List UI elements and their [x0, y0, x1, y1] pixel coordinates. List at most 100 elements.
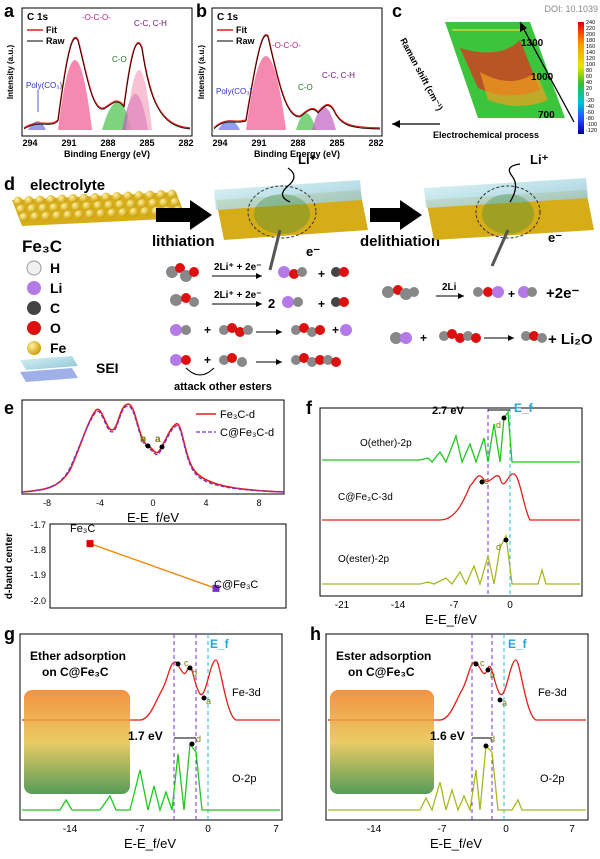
- raman-xlabel: Electrochemical process: [433, 130, 539, 140]
- svg-text:2: 2: [268, 296, 275, 311]
- svg-text:80: 80: [586, 68, 592, 74]
- panel-g-dos: g Ether adsorption on C@Fe₃C E_f Fe-3d c…: [4, 624, 283, 851]
- svg-text:+: +: [204, 323, 211, 337]
- svg-text:1.6 eV: 1.6 eV: [430, 729, 465, 743]
- svg-text:+: +: [318, 267, 325, 281]
- svg-text:C-O: C-O: [298, 83, 313, 92]
- svg-text:b: b: [140, 434, 146, 445]
- svg-text:200: 200: [586, 32, 595, 38]
- svg-text:c: c: [480, 658, 485, 668]
- panel-label-d: d: [4, 174, 15, 194]
- svg-text:O-2p: O-2p: [232, 773, 256, 785]
- fe-atom: [159, 198, 169, 207]
- svg-text:-1.9: -1.9: [30, 570, 46, 580]
- svg-text:on C@Fe₃C: on C@Fe₃C: [42, 665, 109, 679]
- lithiation-label: lithiation: [152, 233, 215, 250]
- xps-a-label-ococ: -O-C-O-: [82, 13, 111, 22]
- svg-text:2Li: 2Li: [442, 282, 457, 293]
- panel-label-h: h: [310, 624, 321, 644]
- svg-text:a: a: [155, 434, 161, 445]
- scheme-fe3c-label: Fe₃C: [22, 237, 62, 256]
- svg-text:0: 0: [503, 824, 509, 835]
- svg-text:-4: -4: [96, 498, 104, 508]
- fe-atom: [13, 196, 23, 206]
- delithiation-reactions: 2Li + +2e⁻ + + Li₂O: [382, 282, 593, 348]
- svg-text:288: 288: [100, 138, 115, 148]
- dos-f-ester-curve: [322, 533, 580, 587]
- fe-atom: [96, 209, 106, 218]
- xps-a-label-cc: C-C, C-H: [134, 19, 167, 28]
- fe-atom: [104, 200, 114, 210]
- fe-atom: [41, 211, 51, 221]
- fe-atom: [129, 207, 139, 217]
- svg-text:C 1s: C 1s: [217, 12, 239, 23]
- svg-text:-100: -100: [586, 122, 597, 128]
- fe-atom: [107, 208, 117, 218]
- fe-atom: [27, 204, 37, 213]
- fe-atom: [170, 197, 180, 207]
- svg-text:-120: -120: [586, 128, 597, 134]
- svg-text:282: 282: [368, 138, 383, 148]
- fe-atom: [79, 193, 89, 203]
- svg-text:+: +: [508, 287, 515, 301]
- svg-text:O(ether)-2p: O(ether)-2p: [360, 438, 412, 449]
- dband-point-fe3c: [86, 540, 94, 548]
- svg-text:Poly(CO₃): Poly(CO₃): [216, 87, 252, 96]
- dos-e-xlabel: E-E_f/eV: [127, 510, 179, 525]
- svg-text:1300: 1300: [521, 38, 544, 49]
- xps-a-label-polyco3: Poly(CO₃): [26, 81, 62, 90]
- svg-text:d: d: [496, 542, 501, 552]
- svg-text:O(ester)-2p: O(ester)-2p: [338, 554, 390, 565]
- svg-text:C@Fe₃C-3d: C@Fe₃C-3d: [338, 492, 393, 503]
- fe-atom: [46, 195, 56, 204]
- svg-text:-40: -40: [586, 104, 594, 110]
- dos-e-legend-fe3c: Fe₃C-d: [220, 409, 255, 421]
- svg-text:on C@Fe₃C: on C@Fe₃C: [348, 665, 415, 679]
- svg-text:Raw: Raw: [236, 36, 256, 46]
- fe-atom: [74, 210, 84, 219]
- svg-text:220: 220: [586, 26, 595, 32]
- delithiation-arrow: [370, 200, 422, 230]
- svg-text:60: 60: [586, 74, 592, 80]
- svg-text:d: d: [490, 734, 495, 744]
- svg-text:1000: 1000: [531, 72, 554, 83]
- fe-atom: [82, 201, 92, 211]
- xps-a-peak-cc2: [126, 70, 152, 130]
- delithiation-label: delithiation: [360, 233, 440, 250]
- fe-atom: [115, 200, 125, 209]
- fe-atom: [49, 203, 59, 212]
- panel-label-c: c: [392, 1, 402, 21]
- svg-text:700: 700: [538, 110, 555, 121]
- dos-f-xlabel: E-E_f/eV: [425, 612, 477, 627]
- svg-text:-O-C-O-: -O-C-O-: [272, 41, 301, 50]
- ester-adsorption-image: [330, 690, 434, 794]
- svg-text:b: b: [490, 670, 495, 680]
- svg-text:+ Li₂O: + Li₂O: [548, 331, 593, 348]
- svg-text:1.7 eV: 1.7 eV: [128, 729, 163, 743]
- svg-text:160: 160: [586, 44, 595, 50]
- fe-atom: [137, 199, 147, 208]
- fe-atom: [145, 190, 155, 200]
- legend-c: C: [50, 300, 60, 316]
- svg-text:E_f: E_f: [508, 637, 528, 651]
- panel-d-scheme: d electrolyte Fe₃C lithiation Li⁺ e⁻ del…: [4, 152, 594, 393]
- svg-text:240: 240: [586, 20, 595, 26]
- svg-text:Fe-3d: Fe-3d: [232, 687, 261, 699]
- ether-adsorption-image: [24, 690, 130, 794]
- svg-text:-80: -80: [586, 116, 594, 122]
- svg-text:E_f: E_f: [514, 401, 534, 415]
- xps-a-xlabel: Binding Energy (eV): [64, 149, 150, 159]
- panel-f-dos: f 2.7 eV E_f O(ether)-2p C@Fe₃C-3d O(est…: [306, 398, 583, 627]
- svg-text:+: +: [332, 323, 339, 337]
- doi-watermark: DOI: 10.1039: [544, 4, 598, 14]
- svg-text:2Li⁺ + 2e⁻: 2Li⁺ + 2e⁻: [214, 290, 262, 301]
- panel-a-xps: a C 1s Fit Raw Poly(CO₃) -O-C-O- C-O C-C…: [4, 1, 194, 159]
- svg-text:-2.0: -2.0: [30, 596, 46, 606]
- legend-h: H: [50, 260, 60, 276]
- svg-text:285: 285: [329, 138, 344, 148]
- fe-atom: [71, 202, 81, 211]
- dos-h-xlabel: E-E_f/eV: [430, 836, 482, 851]
- dos-h-o2p-curve: [328, 744, 586, 813]
- fe-atom: [134, 191, 144, 200]
- legend-sei: SEI: [96, 360, 119, 376]
